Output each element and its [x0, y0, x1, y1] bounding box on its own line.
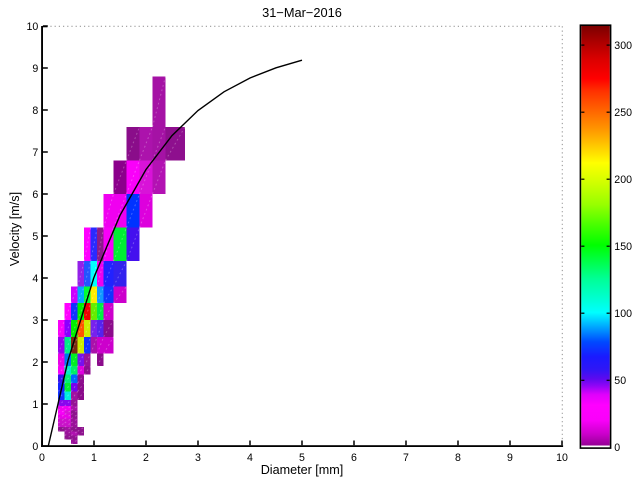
svg-text:7: 7 — [403, 452, 409, 464]
svg-text:31−Mar−2016: 31−Mar−2016 — [262, 5, 342, 20]
svg-text:Diameter [mm]: Diameter [mm] — [261, 463, 344, 477]
svg-text:300: 300 — [614, 40, 632, 52]
svg-text:6: 6 — [32, 189, 38, 201]
svg-text:10: 10 — [556, 452, 568, 464]
svg-text:5: 5 — [299, 452, 305, 464]
svg-text:3: 3 — [32, 315, 38, 327]
svg-text:250: 250 — [614, 107, 632, 119]
svg-text:9: 9 — [32, 63, 38, 75]
svg-text:1: 1 — [32, 399, 38, 411]
svg-text:150: 150 — [614, 241, 632, 253]
svg-text:50: 50 — [614, 375, 626, 387]
svg-text:0: 0 — [614, 442, 620, 454]
svg-text:10: 10 — [27, 21, 39, 33]
svg-text:2: 2 — [32, 357, 38, 369]
svg-text:1: 1 — [91, 452, 97, 464]
svg-text:100: 100 — [614, 308, 632, 320]
svg-text:4: 4 — [247, 452, 253, 464]
svg-text:200: 200 — [614, 174, 632, 186]
svg-text:6: 6 — [351, 452, 357, 464]
svg-text:2: 2 — [143, 452, 149, 464]
svg-text:8: 8 — [32, 105, 38, 117]
svg-text:4: 4 — [32, 273, 38, 285]
svg-text:0: 0 — [39, 452, 45, 464]
svg-text:9: 9 — [507, 452, 513, 464]
svg-text:0: 0 — [32, 441, 38, 453]
svg-text:8: 8 — [455, 452, 461, 464]
svg-text:3: 3 — [195, 452, 201, 464]
svg-text:Velocity [m/s]: Velocity [m/s] — [8, 192, 22, 266]
svg-text:5: 5 — [32, 231, 38, 243]
svg-text:7: 7 — [32, 147, 38, 159]
